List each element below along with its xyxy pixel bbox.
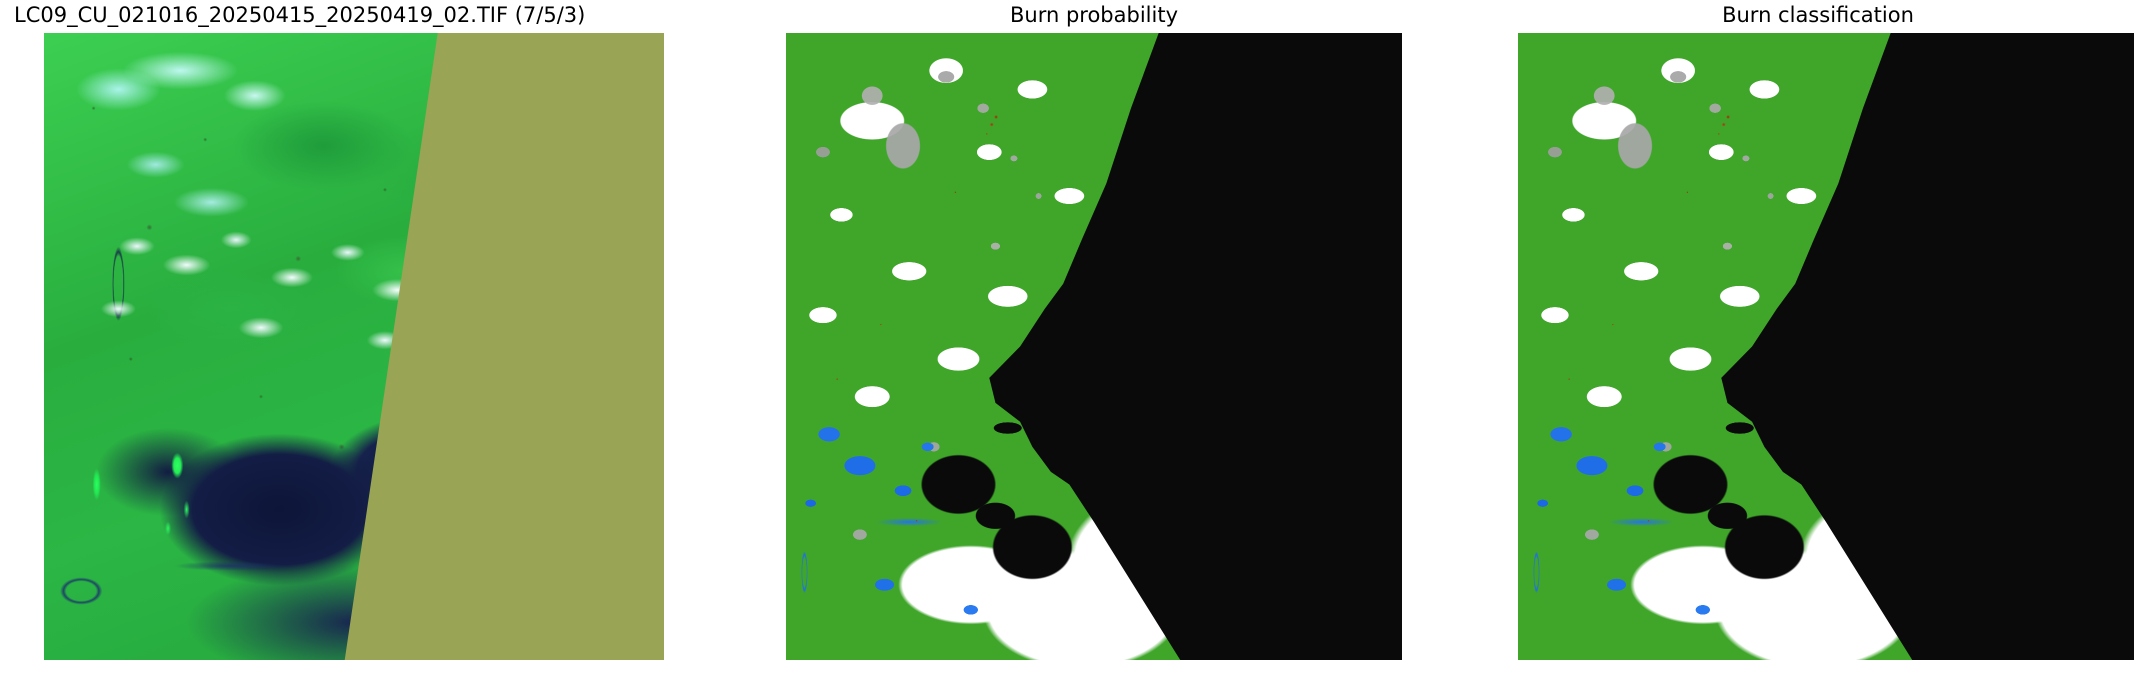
panel-title-rgb-composite: LC09_CU_021016_20250415_20250419_02.TIF …	[14, 3, 586, 27]
panel-burn-classification: Burn classification	[1488, 0, 2154, 676]
panel-title-burn-probability: Burn probability	[1009, 3, 1178, 27]
image-axes-burn-classification[interactable]	[1518, 33, 2134, 660]
burn-probability-raster	[786, 33, 1402, 660]
landsat-rgb-raster	[44, 33, 664, 660]
image-axes-burn-probability[interactable]	[786, 33, 1402, 660]
burn-classification-raster	[1518, 33, 2134, 660]
panel-title-burn-classification: Burn classification	[1722, 3, 1914, 27]
panel-burn-probability: Burn probability	[756, 0, 1432, 676]
image-axes-rgb-composite[interactable]	[44, 33, 664, 660]
panel-rgb-composite: LC09_CU_021016_20250415_20250419_02.TIF …	[14, 0, 714, 676]
